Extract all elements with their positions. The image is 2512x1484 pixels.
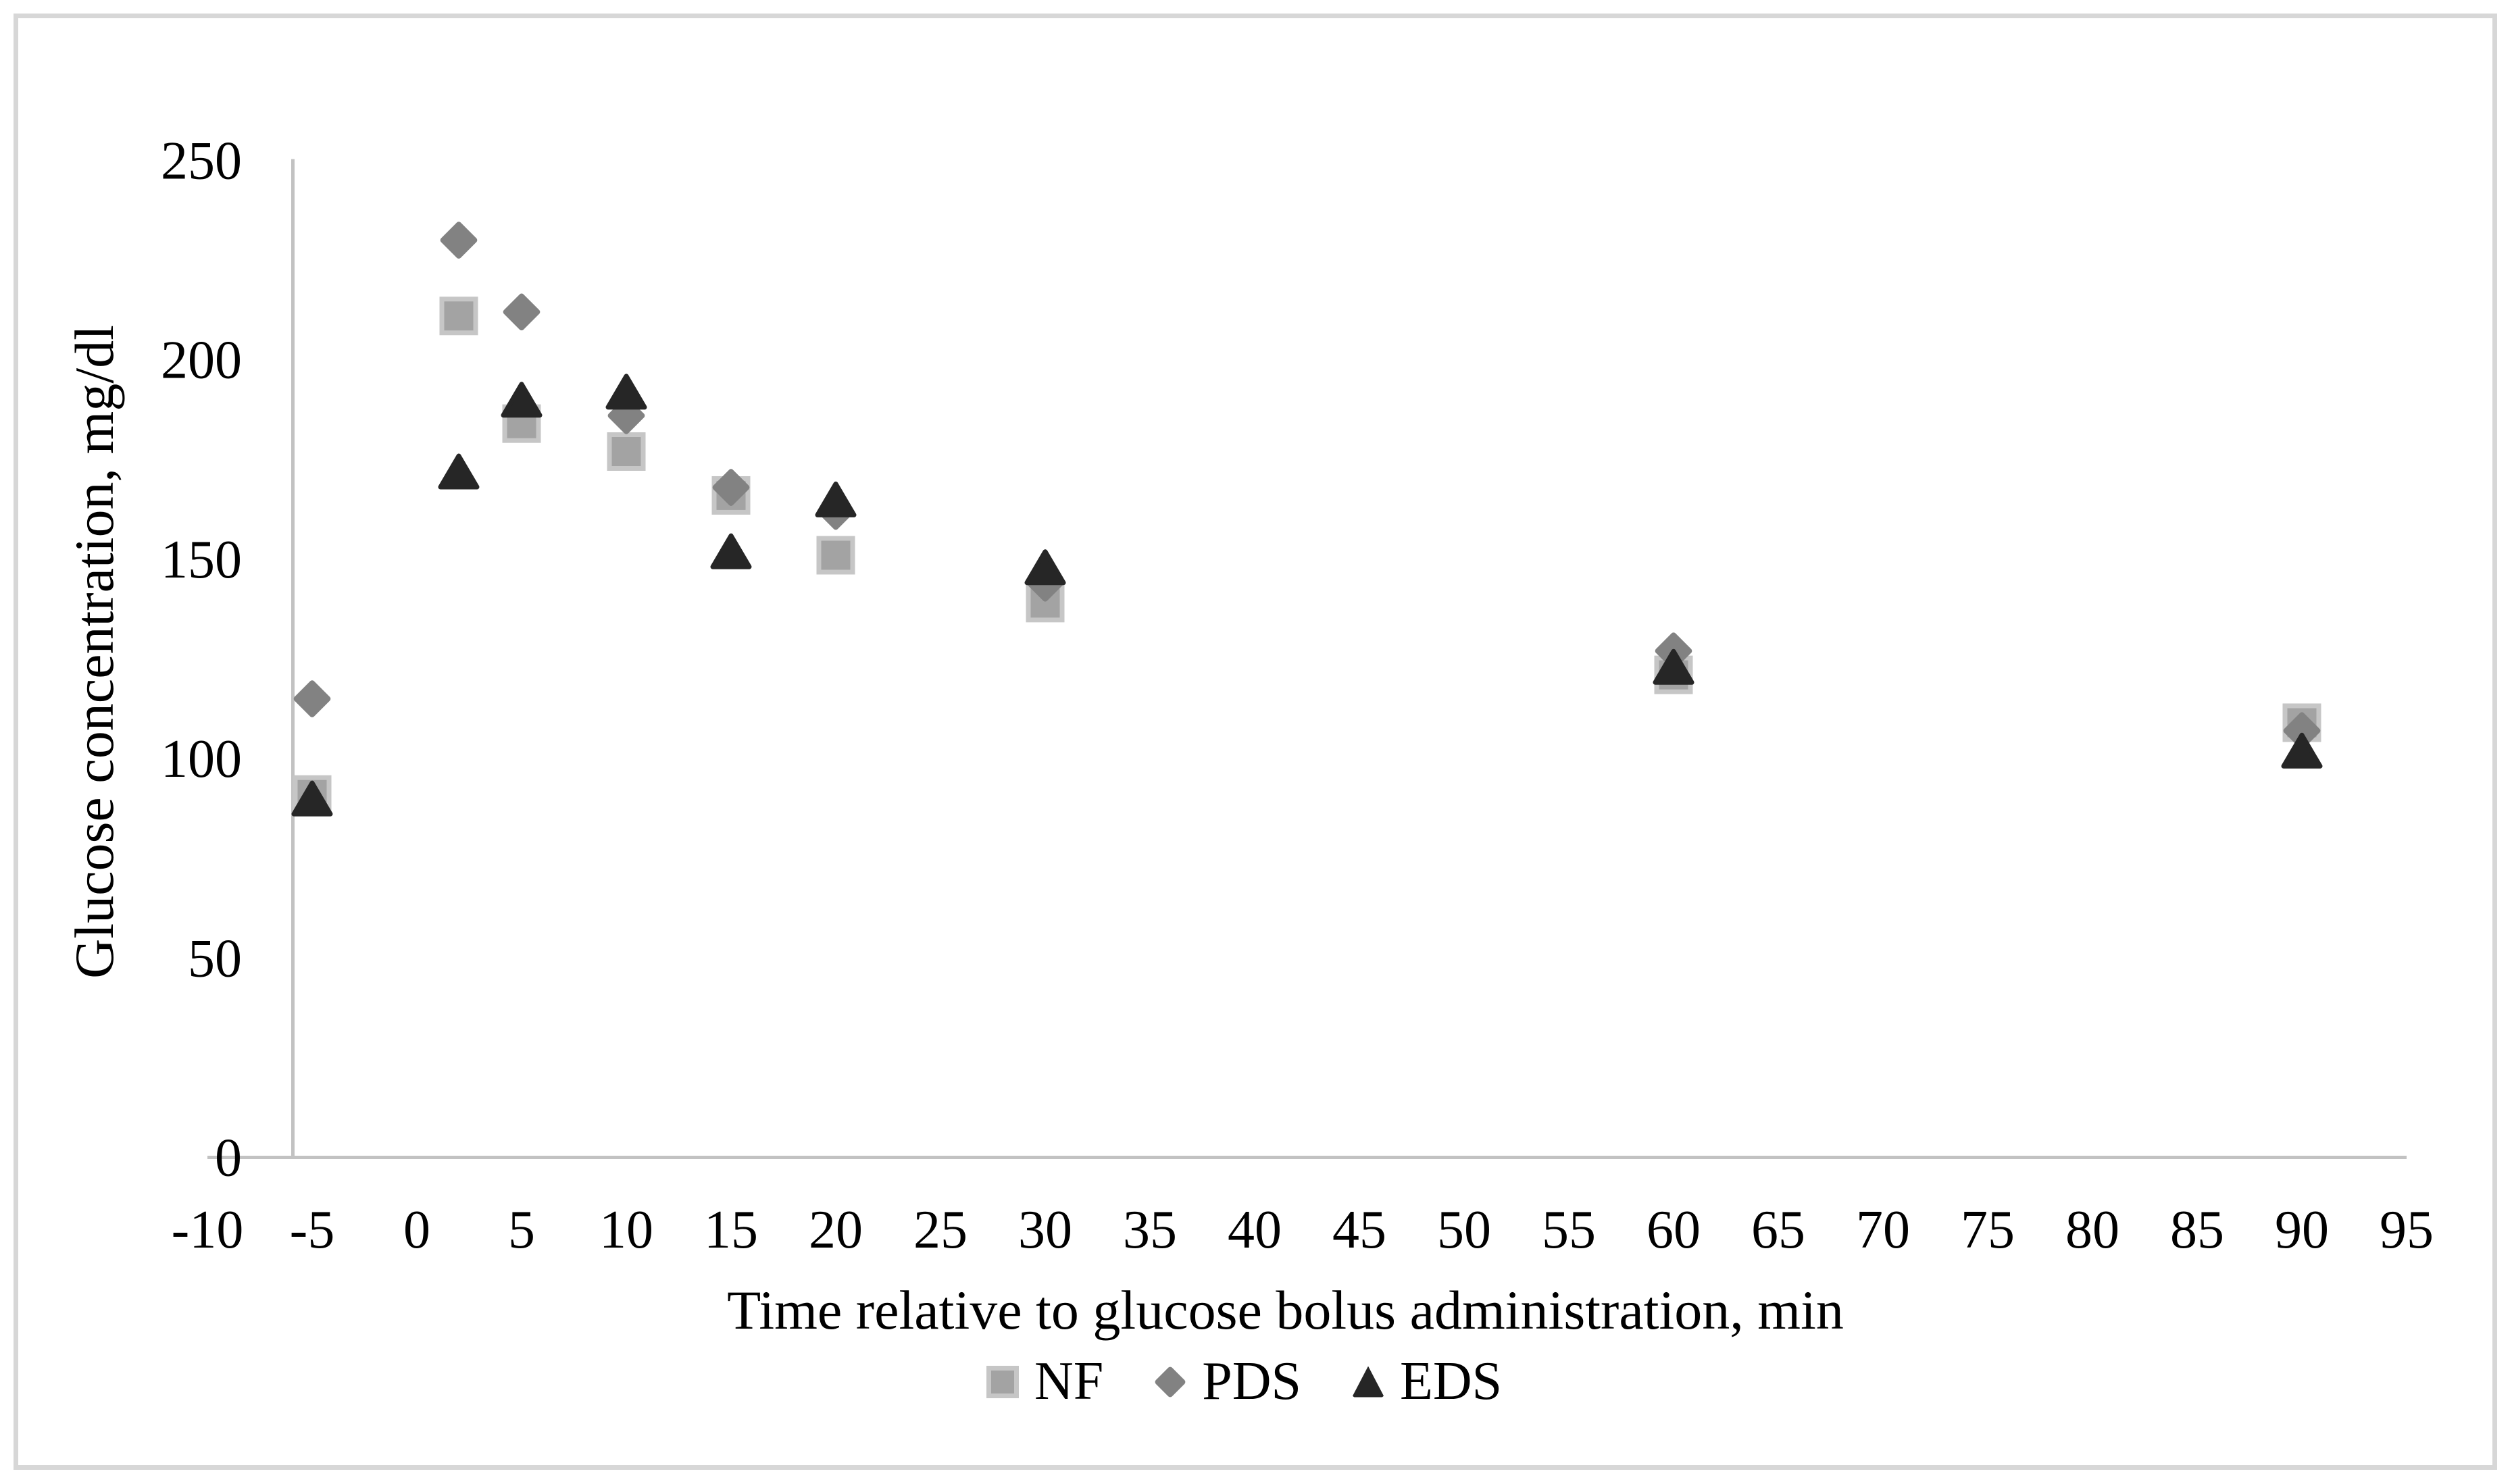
scatter-point — [438, 453, 480, 490]
scatter-point — [291, 780, 333, 817]
x-tick-label: -5 — [290, 1200, 335, 1260]
x-tick-label: 20 — [809, 1200, 863, 1260]
x-tick-label: 45 — [1332, 1200, 1386, 1260]
legend-label-nf: NF — [1034, 1352, 1104, 1411]
x-tick-label: 25 — [913, 1200, 968, 1260]
scatter-point — [710, 533, 752, 569]
legend-item-nf: NF — [983, 1351, 1103, 1412]
scatter-point — [503, 293, 541, 331]
x-tick-label: 65 — [1751, 1200, 1805, 1260]
x-tick-label: 10 — [599, 1200, 653, 1260]
legend: NF PDS EDS — [983, 1351, 1502, 1412]
y-tick-label: 250 — [161, 132, 242, 191]
x-tick-label: 15 — [704, 1200, 758, 1260]
eds-triangle-marker-icon — [1352, 1366, 1385, 1398]
legend-label-eds: EDS — [1400, 1352, 1503, 1411]
x-tick-label: 40 — [1228, 1200, 1282, 1260]
pds-diamond-marker-icon — [1154, 1365, 1187, 1398]
scatter-point — [605, 374, 647, 410]
scatter-point — [712, 469, 750, 506]
scatter-point — [2281, 732, 2323, 769]
x-axis-title: Time relative to glucose bolus administr… — [727, 1279, 1844, 1341]
x-tick-label: 0 — [403, 1200, 430, 1260]
nf-square-marker-icon — [986, 1365, 1019, 1398]
y-tick-label: 150 — [161, 530, 242, 590]
legend-item-eds: EDS — [1349, 1351, 1502, 1412]
scatter-point — [501, 382, 543, 418]
y-axis-title: Glucose concentration, mg/dl — [64, 325, 125, 979]
y-tick-label: 0 — [215, 1129, 242, 1188]
x-tick-label: -10 — [172, 1200, 244, 1260]
x-tick-label: 80 — [2065, 1200, 2119, 1260]
y-tick-label: 100 — [161, 730, 242, 789]
legend-item-pds: PDS — [1151, 1351, 1301, 1412]
scatter-point — [815, 481, 857, 517]
x-tick-label: 35 — [1123, 1200, 1177, 1260]
x-tick-label: 85 — [2170, 1200, 2224, 1260]
x-tick-label: 70 — [1856, 1200, 1910, 1260]
scatter-point — [607, 432, 646, 471]
scatter-point — [440, 222, 478, 259]
x-tick-label: 75 — [1961, 1200, 2015, 1260]
scatter-point — [439, 297, 478, 336]
x-tick-label: 95 — [2380, 1200, 2434, 1260]
x-tick-label: 60 — [1647, 1200, 1701, 1260]
scatter-point — [1653, 648, 1694, 685]
y-tick-label: 200 — [161, 331, 242, 390]
x-tick-label: 55 — [1542, 1200, 1596, 1260]
x-tick-label: 50 — [1437, 1200, 1491, 1260]
x-tick-label: 30 — [1018, 1200, 1072, 1260]
x-tick-label: 90 — [2275, 1200, 2329, 1260]
y-tick-label: 50 — [188, 929, 242, 988]
scatter-point — [2283, 712, 2321, 750]
scatter-point — [1024, 549, 1066, 586]
scatter-point — [293, 680, 331, 717]
x-tick-label: 5 — [508, 1200, 535, 1260]
scatter-point — [816, 536, 855, 575]
legend-label-pds: PDS — [1202, 1352, 1302, 1411]
